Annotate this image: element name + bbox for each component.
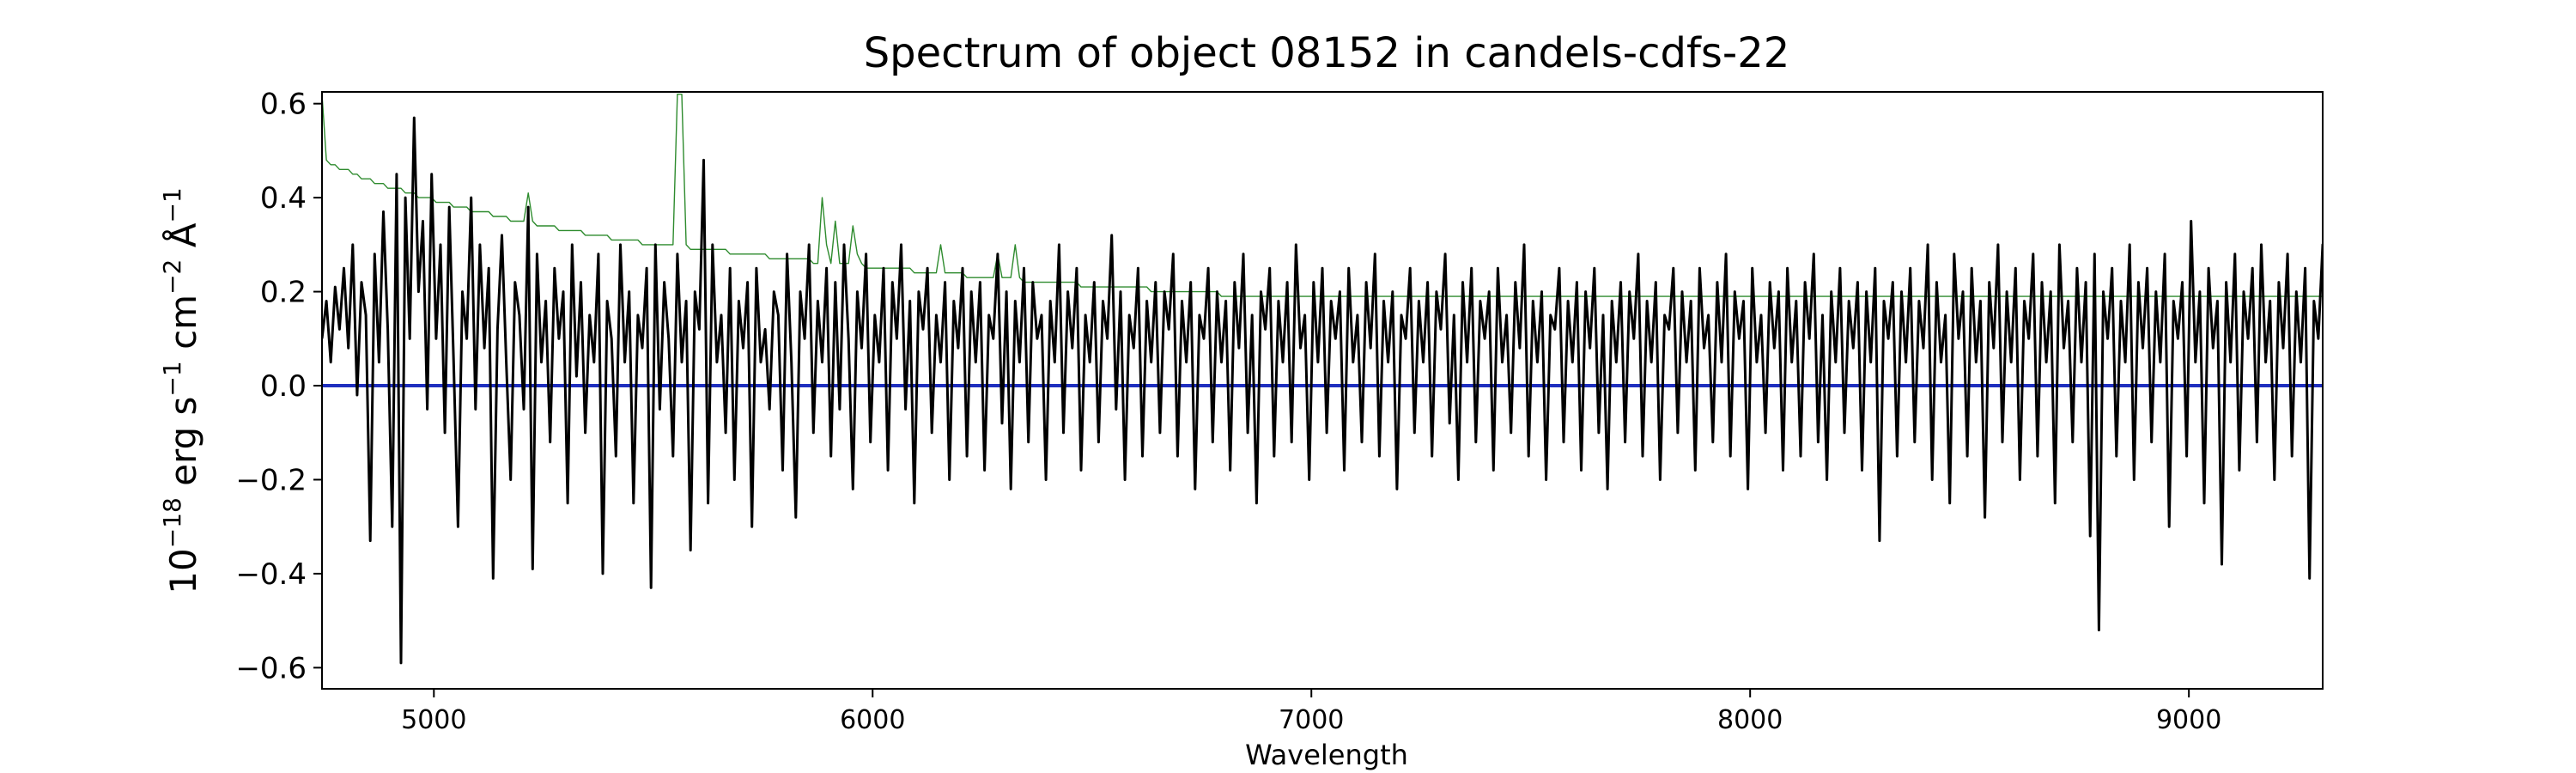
y-axis-label: 10−18 erg s−1 cm−2 Å−1 (158, 187, 204, 593)
y-tick-label: −0.6 (235, 651, 307, 685)
axes-frame (321, 91, 2324, 690)
y-axis: −0.6 −0.4 −0.2 0.0 0.2 0.4 0.6 (235, 88, 322, 685)
y-tick-label: 0.4 (260, 181, 307, 216)
x-axis: 5000 6000 7000 8000 9000 (401, 689, 2221, 735)
series-flux-line (322, 116, 2323, 665)
y-tick-label: 0.2 (260, 276, 307, 310)
y-label-exp2: −1 (158, 361, 186, 396)
y-label-exp4: −1 (158, 187, 186, 222)
chart-title: Spectrum of object 08152 in candels-cdfs… (864, 29, 1790, 77)
x-tick-label: 9000 (2156, 705, 2221, 735)
y-tick-label: −0.4 (235, 557, 307, 592)
y-label-base: 10 (162, 548, 204, 593)
y-tick-label: −0.2 (235, 463, 307, 497)
x-tick-label: 6000 (840, 705, 905, 735)
y-label-exp1: −18 (158, 497, 186, 548)
y-label-mid2: cm (162, 295, 204, 361)
x-axis-label: Wavelength (1245, 739, 1408, 771)
y-tick-label: 0.0 (260, 369, 307, 404)
x-tick-label: 5000 (401, 705, 466, 735)
y-label-mid3: Å (161, 222, 204, 259)
y-label-exp3: −2 (158, 259, 186, 295)
y-tick-label: 0.6 (260, 88, 307, 122)
x-tick-label: 7000 (1279, 705, 1344, 735)
y-label-mid1: erg s (162, 397, 204, 498)
x-tick-label: 8000 (1717, 705, 1783, 735)
plot-area (322, 93, 2323, 665)
